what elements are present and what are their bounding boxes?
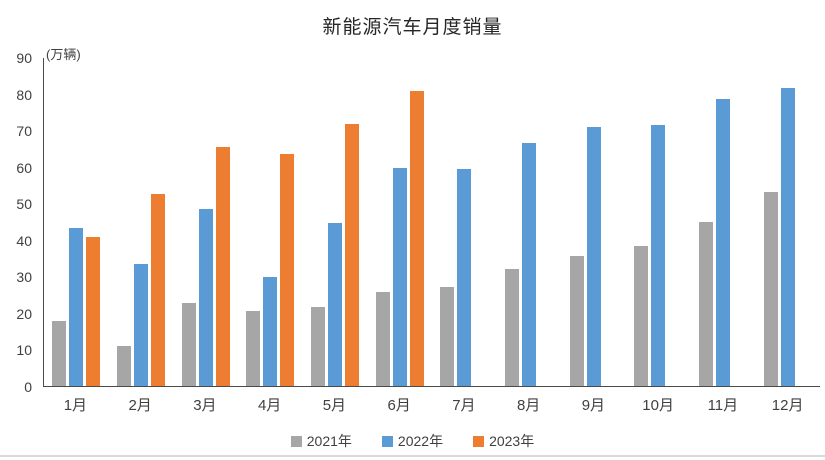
x-tick-label-2月: 2月: [128, 397, 152, 414]
x-tick-label-4月: 4月: [257, 397, 282, 414]
y-tick-label-60: 60: [16, 159, 32, 176]
y-tick-label-50: 50: [16, 196, 32, 213]
bar-2021年-7月: [440, 286, 455, 386]
plot-area: [43, 58, 820, 387]
y-axis-tick-labels: 0 10 20 30 40 50 60 70 80 90: [0, 50, 34, 395]
legend: 2021年 2022年 2023年: [0, 431, 825, 451]
bar-group-9月: [561, 58, 626, 386]
bar-group-4月: [238, 58, 303, 386]
x-tick-label-7月: 7月: [452, 397, 476, 414]
y-tick-label-70: 70: [16, 123, 32, 140]
bar-group-2月: [109, 58, 174, 386]
bar-group-8月: [497, 58, 562, 386]
x-tick-label-8月: 8月: [516, 397, 541, 414]
y-tick-label-80: 80: [16, 86, 32, 103]
bar-group-5月: [303, 58, 368, 386]
bar-group-12月: [755, 58, 820, 386]
y-tick-label-30: 30: [16, 269, 32, 286]
legend-item-2022年: 2022年: [381, 431, 444, 451]
legend-item-2021年: 2021年: [290, 431, 352, 451]
bar-2021年-2月: [117, 345, 131, 386]
bar-2022年-1月: [69, 228, 84, 386]
bar-2023年-4月: [280, 153, 295, 386]
bar-2022年-10月: [651, 125, 666, 386]
y-tick-label-10: 10: [16, 342, 32, 359]
bar-2021年-3月: [181, 303, 196, 386]
x-tick-label-9月: 9月: [581, 397, 606, 414]
bar-2022年-3月: [198, 209, 213, 386]
legend-swatch-icon: [381, 435, 393, 447]
x-tick-label-6月: 6月: [387, 397, 411, 414]
bottom-divider: [0, 455, 825, 457]
x-tick-label-3月: 3月: [193, 397, 217, 414]
x-tick-label-5月: 5月: [322, 397, 347, 414]
legend-label: 2021年: [306, 433, 352, 449]
x-tick-label-12月: 12月: [771, 397, 804, 414]
bar-2021年-5月: [311, 306, 326, 386]
bar-2022年-6月: [392, 168, 407, 386]
bar-group-6月: [367, 58, 432, 386]
y-tick-label-0: 0: [24, 379, 32, 395]
bar-2022年-7月: [457, 169, 472, 386]
bar-2021年-1月: [52, 320, 67, 386]
bar-group-7月: [432, 58, 497, 386]
bar-2021年-10月: [634, 246, 649, 386]
bar-group-10月: [626, 58, 691, 386]
y-tick-label-20: 20: [16, 305, 32, 322]
chart-title: 新能源汽车月度销量: [322, 17, 503, 38]
bar-2022年-2月: [134, 263, 148, 386]
bar-group-1月: [44, 58, 109, 386]
x-tick-label-1月: 1月: [63, 397, 88, 414]
legend-item-2023年: 2023年: [473, 431, 534, 451]
x-axis-labels: 1月 2月 3月 4月 5月 6月 7月 8月 9月 10月 11月 12月: [43, 394, 820, 415]
bar-2021年-8月: [505, 268, 520, 386]
bar-2021年-6月: [375, 292, 390, 386]
y-tick-label-90: 90: [16, 50, 32, 66]
bar-group-3月: [173, 58, 238, 386]
legend-label: 2022年: [397, 433, 444, 449]
bar-2023年-6月: [409, 91, 424, 386]
bar-2023年-3月: [215, 147, 230, 386]
bar-group-11月: [691, 58, 756, 386]
bar-2021年-4月: [246, 310, 261, 386]
bar-2021年-9月: [569, 255, 584, 386]
bar-2022年-4月: [263, 276, 278, 386]
bar-2022年-9月: [586, 127, 601, 386]
bar-2022年-12月: [780, 88, 795, 386]
y-axis-unit-label: (万辆): [46, 47, 81, 62]
bar-2023年-2月: [151, 194, 165, 386]
x-tick-label-10月: 10月: [642, 397, 674, 414]
bar-2022年-8月: [522, 142, 537, 386]
bar-2021年-11月: [699, 221, 714, 386]
legend-swatch-icon: [473, 435, 485, 447]
bar-2023年-1月: [86, 236, 101, 386]
legend-label: 2023年: [489, 433, 535, 449]
x-tick-label-11月: 11月: [707, 397, 739, 414]
legend-swatch-icon: [290, 435, 302, 447]
bar-2022年-11月: [716, 98, 731, 386]
bar-2022年-5月: [328, 222, 343, 386]
bar-2023年-5月: [345, 123, 360, 386]
bar-2021年-12月: [763, 191, 778, 386]
y-tick-label-40: 40: [16, 232, 32, 249]
